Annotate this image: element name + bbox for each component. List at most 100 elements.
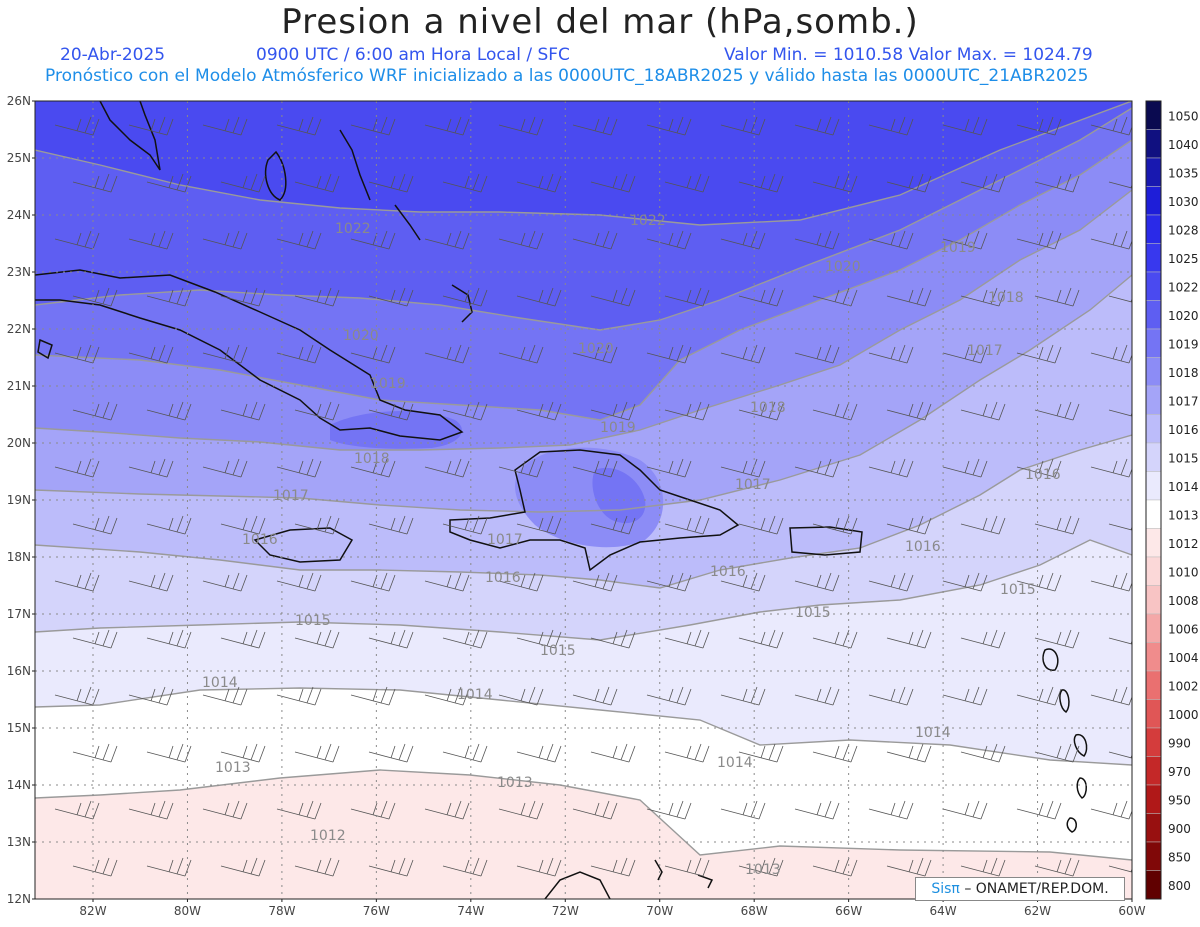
wind-barb — [424, 800, 470, 820]
contour-label: 1018 — [354, 451, 390, 467]
wind-barb — [220, 629, 266, 649]
wind-barb — [294, 515, 340, 535]
coast-lesser-antilles-2 — [1059, 689, 1070, 713]
wind-barb — [72, 173, 118, 193]
wind-barb — [942, 458, 988, 478]
contour-label: 1019 — [600, 420, 636, 436]
coast-hispaniola — [449, 449, 740, 572]
colorbar-label: 1019 — [1168, 337, 1199, 351]
coast-aruba — [697, 874, 714, 889]
colorbar-label: 1050 — [1168, 109, 1199, 123]
colorbar-swatch — [1145, 613, 1162, 643]
wind-barb — [1034, 857, 1080, 877]
lat-label: 15N — [7, 721, 31, 735]
wind-barb — [516, 629, 562, 649]
coastlines — [35, 101, 1088, 899]
contour-label: 1017 — [967, 343, 1003, 359]
gridlines — [35, 101, 1132, 899]
wind-barb — [1016, 116, 1062, 136]
colorbar-swatch — [1145, 841, 1162, 871]
wind-barb — [424, 344, 470, 364]
wind-barb — [276, 800, 322, 820]
wind-barb — [886, 287, 932, 307]
wind-barb — [886, 401, 932, 421]
coast-isla-juventud — [37, 338, 53, 360]
credit-text: – ONAMET/REP.DOM. — [964, 881, 1109, 897]
lon-label: 64W — [930, 904, 957, 918]
wind-barb — [1034, 401, 1080, 421]
wind-barb — [128, 800, 174, 820]
wind-barb — [294, 173, 340, 193]
wind-barb — [572, 344, 618, 364]
contour-label: 1015 — [795, 605, 831, 621]
wind-barb — [646, 686, 692, 706]
wind-barb — [294, 857, 340, 877]
wind-barb — [442, 515, 488, 535]
wind-barb — [202, 686, 248, 706]
wind-barb — [1090, 572, 1132, 592]
coast-south-america — [544, 871, 611, 899]
colorbar-swatch — [1145, 585, 1162, 615]
wind-barb — [1108, 181, 1132, 189]
longitude-labels: 82W 80W 78W 76W 74W 72W 70W 68W 66W 64W 62W 60W — [79, 899, 1146, 918]
wind-barb — [424, 686, 470, 706]
wind-barb — [1108, 637, 1132, 645]
wind-barb — [886, 515, 932, 535]
wind-barb — [294, 287, 340, 307]
contour-label: 1022 — [630, 213, 666, 229]
wind-barb — [368, 401, 414, 421]
contour-label: 1016 — [485, 570, 521, 586]
colorbar-label: 1028 — [1168, 223, 1199, 237]
wind-barb — [960, 173, 1006, 193]
colorbar-swatch — [1145, 756, 1162, 786]
contour-label: 1013 — [215, 760, 251, 776]
wind-barb — [738, 515, 784, 535]
contour-label: 1014 — [457, 687, 493, 703]
wind-barb — [54, 800, 100, 820]
wind-barb — [442, 287, 488, 307]
colorbar-swatch — [1145, 186, 1162, 216]
wind-barb — [516, 401, 562, 421]
lat-label: 18N — [7, 550, 31, 564]
wind-barb — [1090, 686, 1132, 706]
lon-label: 82W — [79, 904, 106, 918]
wind-barb — [868, 572, 914, 592]
colorbar-label: 850 — [1168, 850, 1191, 864]
colorbar-label: 800 — [1168, 879, 1191, 893]
contour-label: 1014 — [717, 755, 753, 771]
colorbar-label: 1015 — [1168, 451, 1199, 465]
wind-barb — [720, 458, 766, 478]
wind-barb — [368, 857, 414, 877]
colorbar-label: 1014 — [1168, 480, 1199, 494]
colorbar-swatch — [1145, 129, 1162, 159]
wind-barb — [1108, 409, 1132, 417]
wind-barb — [276, 230, 322, 250]
lat-label: 19N — [7, 493, 31, 507]
wind-barb — [350, 344, 396, 364]
lat-label: 21N — [7, 379, 31, 393]
wind-barb — [424, 458, 470, 478]
colorbar-swatch — [1145, 300, 1162, 330]
wind-barb — [424, 230, 470, 250]
contour-label: 1017 — [273, 488, 309, 504]
contour-label: 1016 — [905, 539, 941, 555]
contour-label: 1019 — [370, 376, 406, 392]
wind-barb — [572, 686, 618, 706]
wind-barb — [220, 287, 266, 307]
wind-barb — [572, 458, 618, 478]
wind-barb — [220, 173, 266, 193]
wind-barb — [202, 116, 248, 136]
wind-barb — [942, 800, 988, 820]
colorbar-label: 1035 — [1168, 166, 1199, 180]
wind-barb — [146, 743, 192, 763]
wind-barb — [590, 515, 636, 535]
wind-barb — [590, 287, 636, 307]
wind-barb — [590, 173, 636, 193]
wind-barb — [942, 344, 988, 364]
wind-barb — [1016, 800, 1062, 820]
colorbar-label: 1012 — [1168, 537, 1199, 551]
wind-barb — [1016, 458, 1062, 478]
wind-barb — [794, 344, 840, 364]
wind-barb — [812, 743, 858, 763]
wind-barb — [812, 173, 858, 193]
